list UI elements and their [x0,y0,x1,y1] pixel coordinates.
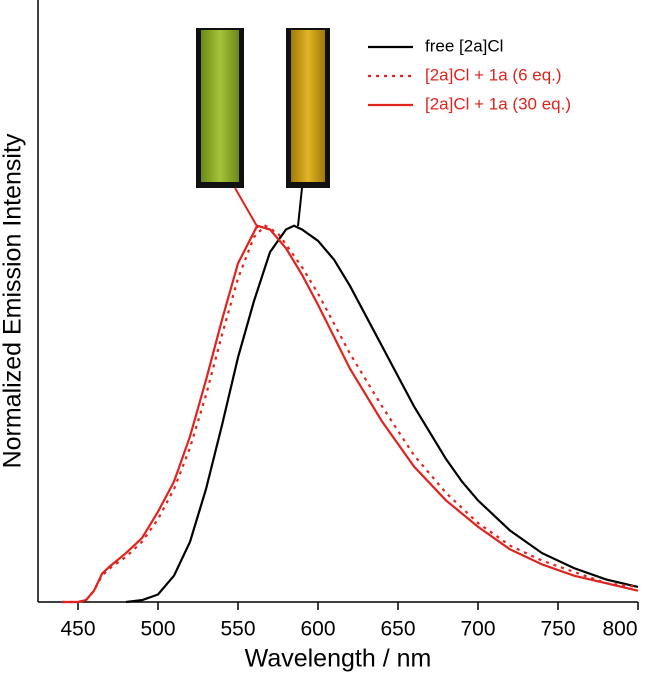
legend-label: free [2a]Cl [425,36,503,55]
legend-label: [2a]Cl + 1a (6 eq.) [425,65,562,84]
x-tick-label: 600 [300,618,335,641]
x-tick-label: 750 [540,618,575,641]
x-tick-label: 650 [380,618,415,641]
cuvette-yellow [291,30,325,182]
y-axis-title: Normalized Emission Intensity [0,133,27,468]
cuvette-green [201,30,239,182]
series-line [125,224,639,604]
x-tick-label: 800 [602,618,637,641]
connector [234,187,259,229]
series-line [62,224,639,604]
x-axis-title: Wavelength / nm [245,645,432,673]
x-tick-label: 700 [460,618,495,641]
x-tick-label: 550 [220,618,255,641]
series-line [62,224,639,604]
x-tick-label: 450 [60,618,95,641]
legend-label: [2a]Cl + 1a (30 eq.) [425,94,571,113]
x-tick-label: 500 [140,618,175,641]
connector [297,187,303,227]
